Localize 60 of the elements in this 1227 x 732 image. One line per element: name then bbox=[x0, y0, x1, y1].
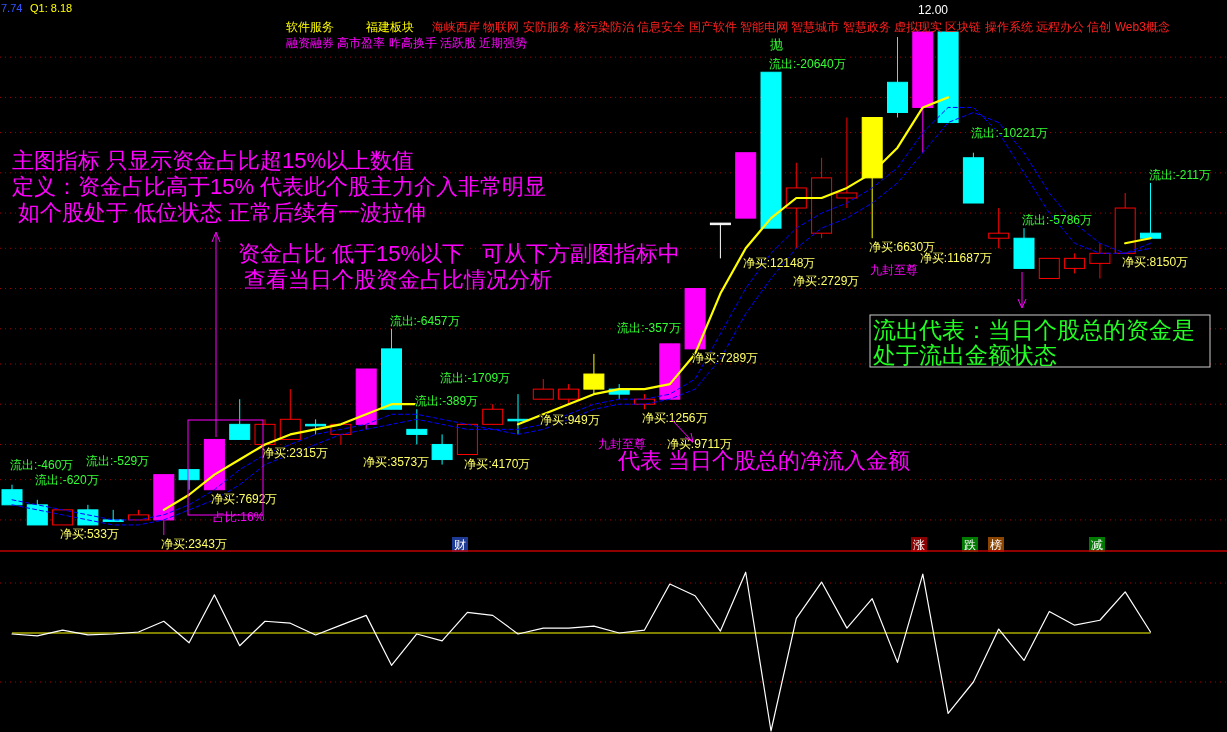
candlestick bbox=[406, 408, 428, 445]
annotation: 定义：资金占比高于15% 代表此个股主力介入非常明显 bbox=[12, 174, 547, 199]
candlestick bbox=[532, 378, 554, 400]
candlestick bbox=[1089, 242, 1111, 279]
annotation: 占比:16% bbox=[213, 510, 265, 524]
annotation: 海峡西岸 物联网 安防服务 核污染防治 信息安全 国产软件 智能电网 智慧城市 智慧政务 虚拟现实 区块链 操作系统 远程办公 信创 Web3概念 bbox=[432, 20, 1170, 34]
candlestick bbox=[1140, 182, 1161, 239]
text: 净买:949万 bbox=[540, 413, 600, 428]
text: 涨 bbox=[913, 538, 925, 552]
text: 净买:8150万 bbox=[1122, 255, 1189, 270]
text: 流出:-5786万 bbox=[1022, 213, 1093, 228]
text: 净买:12148万 bbox=[742, 256, 816, 271]
candlestick bbox=[229, 398, 251, 440]
text: 财 bbox=[454, 538, 466, 552]
text: 净买:4170万 bbox=[464, 456, 531, 471]
annotation: 主图指标 只显示资金占比超15%以上数值 bbox=[12, 148, 415, 173]
candlestick bbox=[709, 222, 731, 259]
text: 减 bbox=[1091, 538, 1103, 552]
text: 7.74 bbox=[1, 2, 23, 14]
candlestick bbox=[583, 353, 605, 395]
candlestick bbox=[482, 403, 504, 425]
text: 流出:-20640万 bbox=[769, 57, 846, 72]
text: 净买:7289万 bbox=[692, 350, 759, 365]
annotation: 流出代表：当日个股总的资金是处于流出金额状态 bbox=[873, 317, 1195, 368]
annotation: 九封至尊 bbox=[598, 437, 646, 451]
annotation: 融资融券 高市盈率 昨高换手 活跃股 近期强势 bbox=[286, 36, 528, 50]
candlestick bbox=[558, 383, 580, 405]
text: 净买:3573万 bbox=[363, 455, 430, 470]
text: 流出:-6457万 bbox=[389, 313, 460, 328]
candlestick bbox=[178, 469, 200, 491]
annotation: 软件服务 bbox=[286, 20, 334, 34]
text: 流出:-529万 bbox=[85, 453, 150, 468]
annotation: 抛 bbox=[770, 37, 783, 52]
text: 流出:-211万 bbox=[1148, 167, 1211, 182]
text: 净买:2729万 bbox=[793, 274, 860, 289]
text: 流出:-357万 bbox=[617, 321, 681, 336]
candlestick bbox=[1064, 252, 1086, 274]
annotation: 查看当日个股资金占比情况分析 bbox=[238, 267, 553, 292]
text: 净买:2343万 bbox=[160, 537, 227, 551]
text: 流出:-620万 bbox=[35, 472, 99, 487]
candlestick bbox=[1038, 257, 1060, 279]
text: 12.00 bbox=[918, 3, 949, 17]
text: 榜 bbox=[990, 538, 1002, 552]
candlestick bbox=[431, 433, 453, 466]
text: 净买:533万 bbox=[59, 526, 119, 541]
annotation: 九封至尊 bbox=[870, 263, 918, 277]
text: 跌 bbox=[964, 538, 976, 552]
annotation: 如个股处于 低位状态 正常后续有一波拉伸 bbox=[12, 200, 427, 225]
candlestick bbox=[836, 117, 858, 209]
candlestick bbox=[988, 207, 1010, 249]
text: 流出:-460万 bbox=[10, 457, 74, 472]
text: Q1: 8.18 bbox=[30, 2, 73, 14]
annotation: 资金占比 低于15%以下 可从下方副图指标中 bbox=[238, 241, 681, 266]
text: 流出:-1709万 bbox=[440, 371, 511, 386]
candlestick bbox=[26, 499, 48, 526]
text: 净买:1256万 bbox=[641, 411, 708, 426]
text: 净买:7692万 bbox=[211, 491, 278, 506]
annotation: 福建板块 bbox=[366, 20, 414, 34]
text: 净买:2315万 bbox=[262, 446, 329, 461]
text: 流出:-389万 bbox=[414, 394, 479, 409]
